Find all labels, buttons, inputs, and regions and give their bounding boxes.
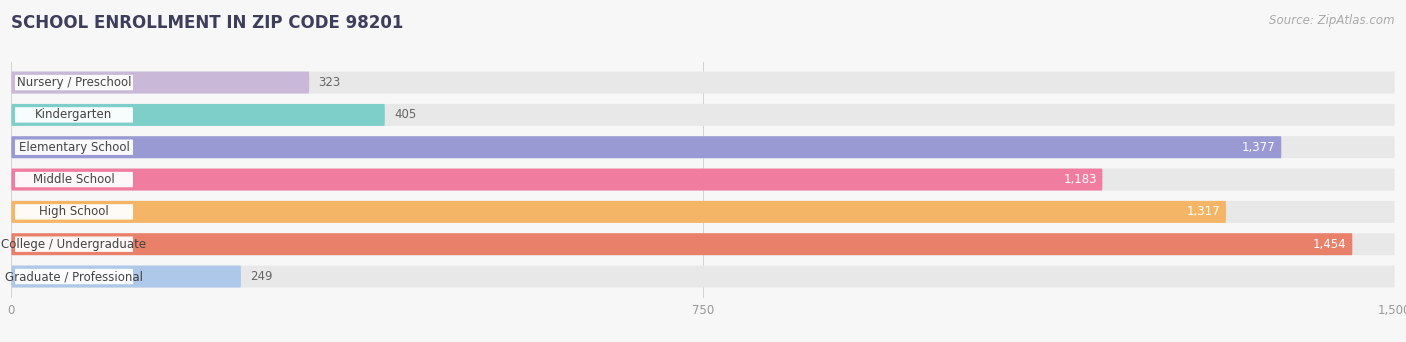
FancyBboxPatch shape [11, 201, 1395, 223]
FancyBboxPatch shape [15, 204, 134, 220]
FancyBboxPatch shape [15, 140, 134, 155]
Text: 1,454: 1,454 [1313, 238, 1347, 251]
FancyBboxPatch shape [11, 265, 240, 288]
FancyBboxPatch shape [11, 104, 1395, 126]
FancyBboxPatch shape [15, 172, 134, 187]
Text: 323: 323 [318, 76, 340, 89]
FancyBboxPatch shape [11, 136, 1395, 158]
FancyBboxPatch shape [15, 237, 134, 252]
FancyBboxPatch shape [11, 104, 385, 126]
Text: 1,183: 1,183 [1063, 173, 1097, 186]
Text: Middle School: Middle School [34, 173, 115, 186]
FancyBboxPatch shape [15, 75, 134, 90]
Text: High School: High School [39, 206, 108, 219]
Text: Elementary School: Elementary School [18, 141, 129, 154]
FancyBboxPatch shape [11, 233, 1395, 255]
FancyBboxPatch shape [11, 71, 1395, 94]
Text: 1,377: 1,377 [1241, 141, 1275, 154]
Text: 405: 405 [394, 108, 416, 121]
FancyBboxPatch shape [11, 169, 1395, 190]
Text: Graduate / Professional: Graduate / Professional [6, 270, 143, 283]
Text: Nursery / Preschool: Nursery / Preschool [17, 76, 131, 89]
Text: 1,317: 1,317 [1187, 206, 1220, 219]
FancyBboxPatch shape [11, 201, 1226, 223]
FancyBboxPatch shape [15, 269, 134, 284]
Text: College / Undergraduate: College / Undergraduate [1, 238, 146, 251]
FancyBboxPatch shape [11, 71, 309, 94]
FancyBboxPatch shape [11, 136, 1281, 158]
FancyBboxPatch shape [11, 233, 1353, 255]
Text: Kindergarten: Kindergarten [35, 108, 112, 121]
Text: SCHOOL ENROLLMENT IN ZIP CODE 98201: SCHOOL ENROLLMENT IN ZIP CODE 98201 [11, 14, 404, 32]
FancyBboxPatch shape [11, 265, 1395, 288]
FancyBboxPatch shape [11, 169, 1102, 190]
Text: Source: ZipAtlas.com: Source: ZipAtlas.com [1270, 14, 1395, 27]
Text: 249: 249 [250, 270, 273, 283]
FancyBboxPatch shape [15, 107, 134, 122]
